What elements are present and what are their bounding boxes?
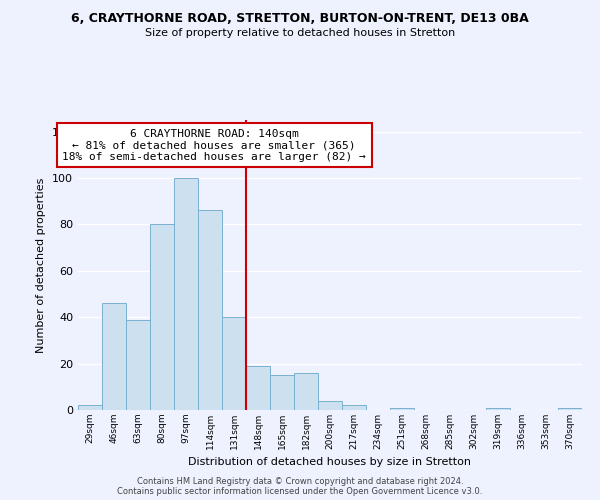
Text: 6, CRAYTHORNE ROAD, STRETTON, BURTON-ON-TRENT, DE13 0BA: 6, CRAYTHORNE ROAD, STRETTON, BURTON-ON-… [71, 12, 529, 26]
Bar [270, 375, 294, 410]
Bar [246, 366, 270, 410]
Bar [342, 406, 366, 410]
Text: Contains public sector information licensed under the Open Government Licence v3: Contains public sector information licen… [118, 488, 482, 496]
Bar [294, 373, 318, 410]
Bar [102, 304, 126, 410]
Bar [78, 406, 102, 410]
Bar [558, 408, 582, 410]
Bar [126, 320, 150, 410]
Bar [222, 317, 246, 410]
Y-axis label: Number of detached properties: Number of detached properties [37, 178, 46, 352]
Text: 6 CRAYTHORNE ROAD: 140sqm
← 81% of detached houses are smaller (365)
18% of semi: 6 CRAYTHORNE ROAD: 140sqm ← 81% of detac… [62, 128, 366, 162]
Text: Contains HM Land Registry data © Crown copyright and database right 2024.: Contains HM Land Registry data © Crown c… [137, 478, 463, 486]
Text: Size of property relative to detached houses in Stretton: Size of property relative to detached ho… [145, 28, 455, 38]
Bar [150, 224, 174, 410]
X-axis label: Distribution of detached houses by size in Stretton: Distribution of detached houses by size … [188, 458, 472, 468]
Bar [174, 178, 198, 410]
Bar [486, 408, 510, 410]
Bar [198, 210, 222, 410]
Bar [390, 408, 414, 410]
Bar [318, 400, 342, 410]
